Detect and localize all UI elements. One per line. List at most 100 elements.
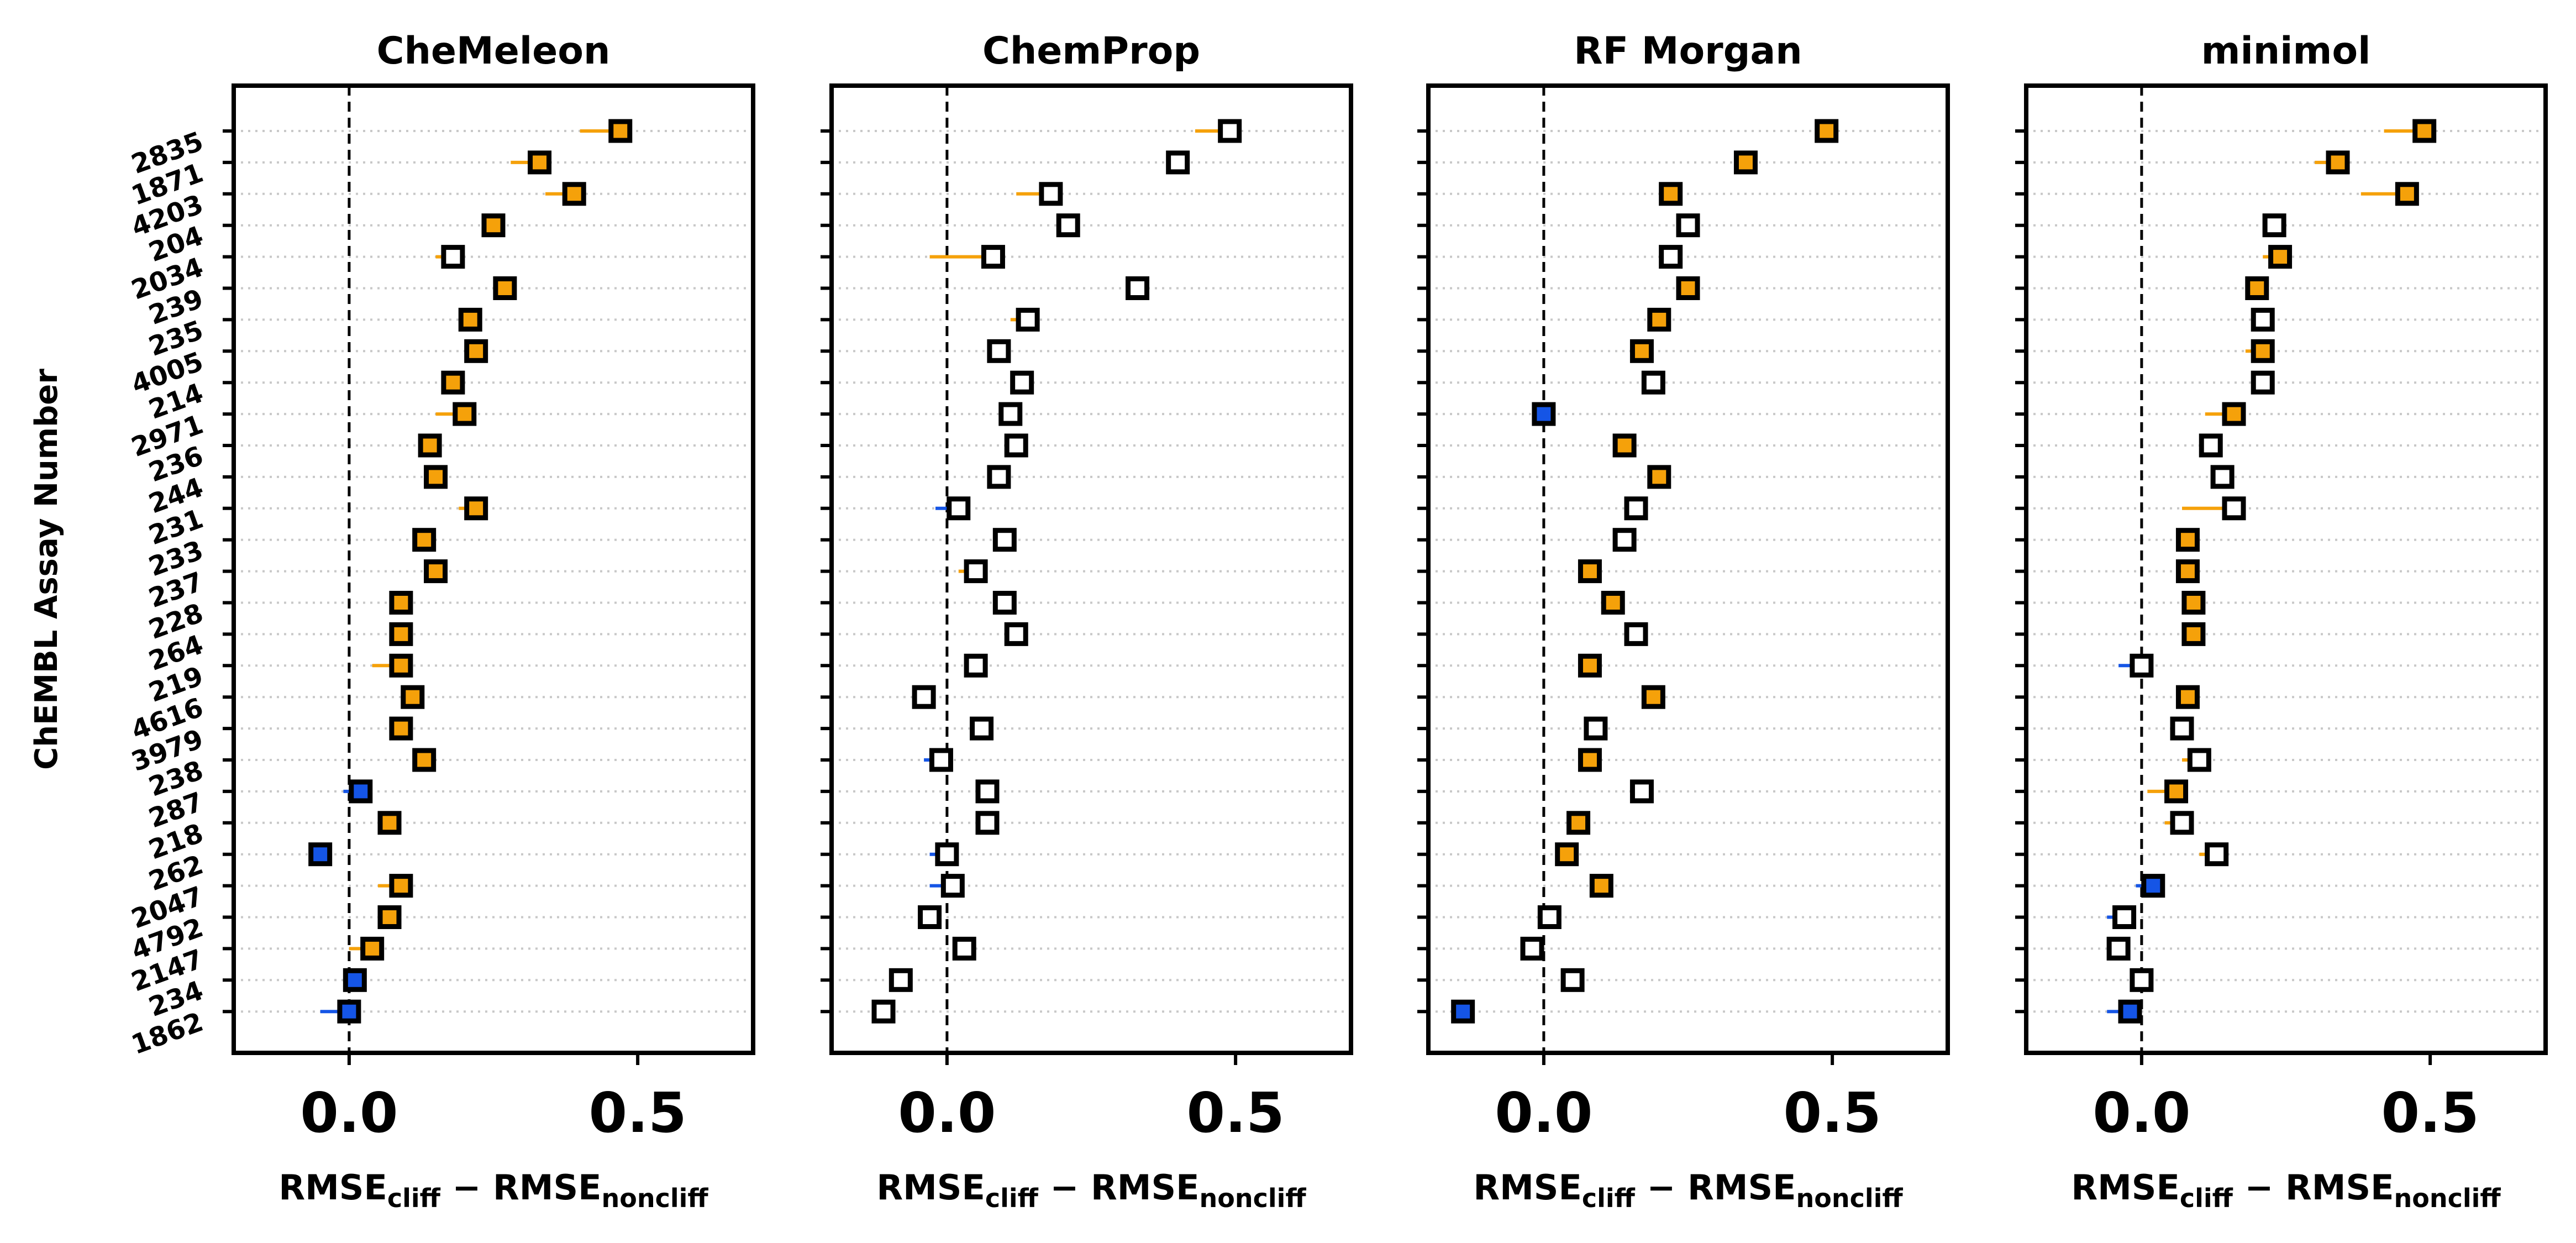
y-axis-label: ChEMBL Assay Number bbox=[29, 369, 65, 770]
data-point bbox=[1578, 559, 1602, 584]
data-point bbox=[2130, 653, 2154, 678]
x-tick-label: 0.5 bbox=[1784, 1081, 1881, 1145]
data-point bbox=[1589, 874, 1613, 898]
data-point bbox=[464, 496, 488, 521]
data-point bbox=[2170, 716, 2194, 741]
data-point bbox=[389, 874, 413, 898]
data-point bbox=[2251, 339, 2275, 363]
data-point bbox=[981, 245, 1005, 269]
data-point bbox=[2205, 842, 2229, 867]
data-point bbox=[2112, 905, 2137, 929]
data-point bbox=[1629, 339, 1654, 363]
data-point bbox=[2245, 276, 2269, 300]
data-point bbox=[2326, 150, 2350, 175]
data-point bbox=[377, 811, 402, 835]
data-point bbox=[1647, 307, 1671, 332]
data-point bbox=[2187, 748, 2211, 772]
data-point bbox=[2251, 370, 2275, 395]
panel-title: ChemProp bbox=[982, 29, 1200, 73]
x-axis-label: RMSEcliff − RMSEnoncliff bbox=[2071, 1167, 2501, 1213]
panel-title: CheMeleon bbox=[377, 29, 611, 73]
data-point bbox=[2106, 936, 2131, 961]
x-axis-label: RMSEcliff − RMSEnoncliff bbox=[278, 1167, 708, 1213]
data-point bbox=[987, 339, 1011, 363]
data-point bbox=[412, 528, 437, 552]
data-point bbox=[947, 496, 971, 521]
data-point bbox=[1612, 528, 1637, 552]
data-point bbox=[1560, 968, 1585, 992]
panels: 2835187142032042034239235400521429712362… bbox=[127, 29, 2548, 1213]
data-point bbox=[1537, 905, 1562, 929]
data-point bbox=[441, 245, 465, 269]
data-point bbox=[1676, 213, 1700, 238]
data-point bbox=[401, 685, 425, 709]
data-point bbox=[2268, 245, 2293, 269]
data-point bbox=[918, 905, 942, 929]
data-point bbox=[1016, 307, 1040, 332]
x-tick-label: 0.5 bbox=[589, 1081, 687, 1145]
data-point bbox=[2181, 622, 2206, 646]
data-point bbox=[2222, 402, 2246, 426]
data-point bbox=[377, 905, 402, 929]
data-point bbox=[441, 370, 465, 395]
data-point bbox=[2130, 968, 2154, 992]
data-point bbox=[343, 968, 367, 992]
data-point bbox=[2262, 213, 2286, 238]
data-point bbox=[1815, 119, 1839, 143]
data-point bbox=[2175, 559, 2200, 584]
data-point bbox=[964, 653, 988, 678]
x-tick-label: 0.0 bbox=[898, 1081, 996, 1145]
data-point bbox=[418, 433, 442, 458]
data-point bbox=[871, 999, 896, 1024]
data-point bbox=[1601, 591, 1625, 615]
data-point bbox=[493, 276, 517, 300]
data-point bbox=[389, 653, 413, 678]
data-point bbox=[998, 402, 1023, 426]
data-point bbox=[2395, 182, 2419, 206]
data-point bbox=[308, 842, 333, 867]
data-point bbox=[1004, 622, 1028, 646]
data-point bbox=[1566, 811, 1591, 835]
x-axis-label: RMSEcliff − RMSEnoncliff bbox=[876, 1167, 1306, 1213]
data-point bbox=[2199, 433, 2223, 458]
data-point bbox=[1624, 496, 1648, 521]
plot-frame bbox=[829, 83, 1353, 1055]
data-point bbox=[2118, 999, 2142, 1024]
data-point bbox=[970, 716, 994, 741]
x-tick-label: 0.0 bbox=[300, 1081, 398, 1145]
data-point bbox=[1010, 370, 1034, 395]
data-point bbox=[1578, 653, 1602, 678]
data-point bbox=[1520, 936, 1544, 961]
plot-frame bbox=[1426, 83, 1950, 1055]
data-point bbox=[360, 936, 385, 961]
data-point bbox=[2412, 119, 2437, 143]
x-tick-label: 0.0 bbox=[2093, 1081, 2190, 1145]
data-point bbox=[2175, 685, 2200, 709]
data-point bbox=[562, 182, 586, 206]
data-point bbox=[889, 968, 913, 992]
data-point bbox=[424, 559, 448, 584]
data-point bbox=[337, 999, 361, 1024]
data-point bbox=[1584, 716, 1608, 741]
data-point bbox=[2170, 811, 2194, 835]
panel-chemeleon: 2835187142032042034239235400521429712362… bbox=[127, 29, 755, 1213]
data-point bbox=[1451, 999, 1475, 1024]
data-point bbox=[1126, 276, 1150, 300]
data-point bbox=[912, 685, 936, 709]
data-point bbox=[2164, 779, 2189, 804]
data-point bbox=[481, 213, 506, 238]
data-point bbox=[424, 465, 448, 489]
data-point bbox=[929, 748, 953, 772]
panel-rf-morgan: 0.0 0.5 RF Morgan RMSEcliff − RMSEnoncliff bbox=[1417, 29, 1950, 1213]
panel-title: minimol bbox=[2201, 29, 2371, 73]
data-point bbox=[987, 465, 1011, 489]
data-point bbox=[1578, 748, 1602, 772]
plot-frame bbox=[2024, 83, 2548, 1055]
data-point bbox=[1629, 779, 1654, 804]
data-point bbox=[1659, 182, 1683, 206]
panel-minimol: 0.0 0.5 minimol RMSEcliff − RMSEnoncliff bbox=[2015, 29, 2548, 1213]
data-point bbox=[2251, 307, 2275, 332]
data-point bbox=[1039, 182, 1063, 206]
data-point bbox=[1532, 402, 1556, 426]
